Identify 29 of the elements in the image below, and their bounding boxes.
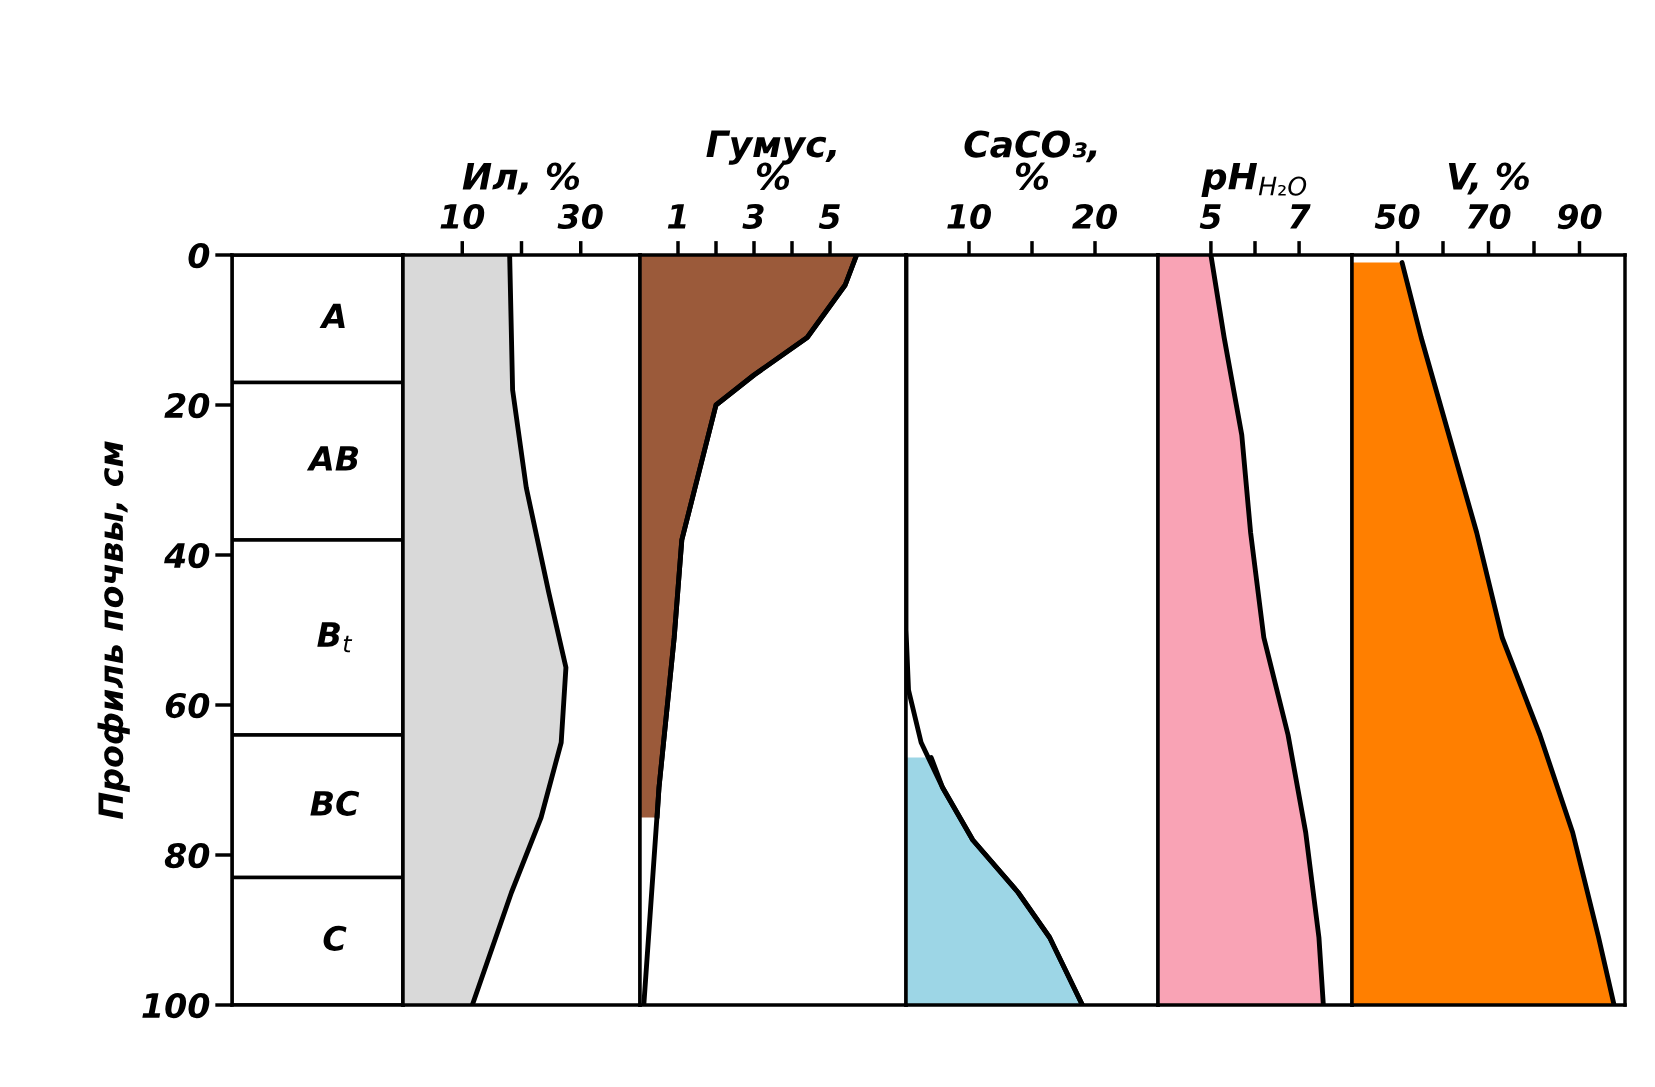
- x-tick-label: 10: [947, 203, 992, 230]
- y-tick-label: 0: [188, 242, 210, 269]
- chart-title: CaCO₃, %: [964, 130, 1097, 190]
- x-tick-label: 30: [557, 203, 603, 230]
- x-tick-label: 7: [1290, 204, 1311, 229]
- chart-title: Гумус, %: [706, 130, 836, 190]
- x-tick-label: 5: [1199, 204, 1221, 230]
- y-tick-label: 60: [165, 692, 210, 719]
- x-tick-label: 10: [440, 203, 485, 230]
- x-tick-label: 50: [1374, 203, 1420, 230]
- x-tick-label: 90: [1557, 203, 1602, 230]
- chart-title: pH$_{H₂O}$: [1201, 163, 1307, 197]
- y-axis-title: Профиль почвы, см: [97, 441, 130, 820]
- chart-title: Ил, %: [462, 162, 580, 195]
- chart-title: V, %: [1448, 162, 1529, 195]
- x-tick-label: 20: [1072, 203, 1118, 230]
- series-label: C: [323, 925, 347, 951]
- y-tick-label: 40: [164, 542, 210, 569]
- series-label: BC: [310, 790, 360, 816]
- x-tick-label: 70: [1467, 203, 1511, 230]
- y-tick-label: 100: [142, 992, 210, 1019]
- series-label: AB: [306, 446, 359, 471]
- series-label: A: [319, 303, 345, 328]
- y-tick-label: 80: [164, 842, 210, 869]
- x-tick-label: 5: [818, 204, 840, 230]
- x-tick-label: 3: [742, 203, 764, 230]
- x-tick-label: 1: [667, 204, 686, 229]
- y-tick-label: 20: [164, 392, 210, 419]
- series-label: B$_{t}$: [317, 622, 353, 653]
